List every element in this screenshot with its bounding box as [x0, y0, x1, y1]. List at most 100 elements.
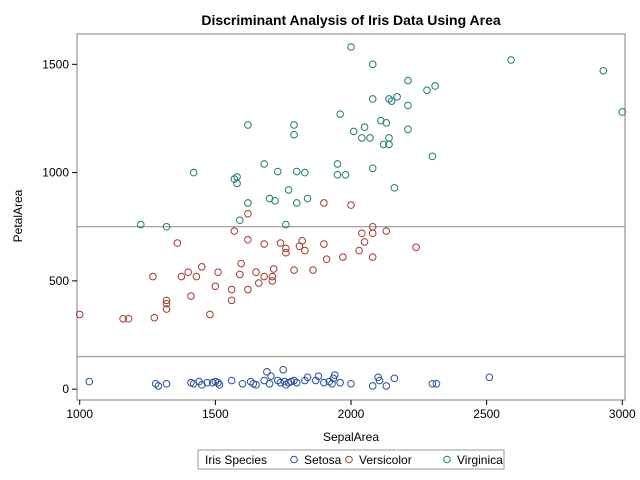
- data-point: [404, 101, 412, 110]
- data-point: [271, 196, 279, 205]
- data-point: [260, 160, 268, 168]
- data-point: [368, 60, 377, 69]
- data-point: [252, 381, 260, 389]
- legend-title: Iris Species: [205, 453, 267, 467]
- data-point: [244, 285, 252, 294]
- series-versicolor: [75, 199, 420, 323]
- data-point: [390, 183, 399, 192]
- data-point: [368, 229, 377, 238]
- data-point: [404, 76, 412, 85]
- data-point: [379, 140, 388, 149]
- data-point: [320, 378, 328, 387]
- data-point: [252, 268, 260, 277]
- data-point: [347, 43, 355, 51]
- series-virginica: [136, 43, 627, 231]
- data-point: [368, 222, 377, 231]
- data-point: [507, 56, 515, 64]
- data-point: [282, 244, 290, 253]
- data-point: [268, 272, 277, 281]
- y-tick-label: 500: [49, 274, 69, 288]
- legend-box: [197, 449, 505, 470]
- data-point: [254, 279, 263, 287]
- data-point: [358, 134, 366, 142]
- data-point: [290, 266, 298, 274]
- data-point: [214, 268, 222, 277]
- data-point: [235, 216, 244, 225]
- data-point: [309, 266, 317, 274]
- data-point: [284, 186, 293, 194]
- data-point: [423, 86, 431, 95]
- data-point: [260, 240, 268, 248]
- data-point: [238, 379, 247, 388]
- data-point: [136, 220, 145, 229]
- data-point: [301, 246, 309, 255]
- data-point: [268, 277, 277, 285]
- data-point: [330, 371, 339, 379]
- data-point: [282, 220, 290, 229]
- data-point: [282, 248, 290, 257]
- data-point: [214, 378, 222, 387]
- legend-marker: [443, 455, 451, 464]
- data-point: [375, 376, 384, 385]
- data-point: [215, 381, 224, 389]
- data-point: [320, 199, 328, 207]
- y-tick-label: 1500: [42, 57, 69, 71]
- data-point: [279, 365, 287, 374]
- data-point: [358, 229, 366, 238]
- data-point: [360, 123, 369, 131]
- data-point: [368, 95, 377, 103]
- data-point: [347, 379, 355, 388]
- data-point: [599, 67, 608, 75]
- x-tick-label: 3000: [609, 407, 636, 421]
- data-point: [244, 121, 252, 129]
- data-point: [428, 379, 437, 388]
- data-point: [177, 272, 186, 281]
- data-point: [485, 373, 494, 382]
- data-point: [206, 310, 214, 319]
- data-point: [233, 173, 241, 181]
- data-point: [263, 368, 271, 376]
- data-point: [355, 246, 363, 255]
- data-point: [390, 374, 399, 383]
- data-point: [290, 130, 298, 139]
- data-point: [360, 238, 369, 246]
- series-setosa: [85, 365, 494, 390]
- data-point: [276, 239, 285, 247]
- data-point: [393, 93, 401, 101]
- legend-marker: [345, 455, 353, 464]
- data-point: [227, 285, 236, 294]
- data-point: [75, 310, 84, 319]
- data-point: [265, 379, 274, 388]
- data-point: [260, 272, 268, 281]
- plot-area: 1000 1500 2000 2500 3000 0 500 1000 1500: [42, 33, 636, 421]
- data-point: [368, 253, 377, 261]
- legend-entry: Versicolor: [359, 453, 412, 467]
- data-point: [269, 265, 278, 273]
- data-point: [320, 240, 328, 248]
- data-point: [292, 378, 301, 387]
- data-point: [314, 372, 323, 380]
- data-point: [162, 379, 171, 388]
- x-tick-label: 2000: [338, 407, 365, 421]
- data-point: [387, 97, 396, 105]
- y-tick-label: 1000: [42, 166, 69, 180]
- data-point: [189, 168, 198, 177]
- data-point: [432, 379, 441, 388]
- data-point: [303, 373, 312, 382]
- data-point: [328, 379, 336, 388]
- data-point: [368, 164, 377, 173]
- data-point: [227, 296, 236, 305]
- data-point: [336, 110, 344, 118]
- data-point: [162, 296, 171, 305]
- data-point: [303, 194, 312, 203]
- data-point: [382, 227, 391, 235]
- data-point: [385, 134, 393, 142]
- data-point: [119, 314, 127, 323]
- data-point: [290, 121, 298, 129]
- data-point: [230, 227, 239, 235]
- data-point: [244, 199, 252, 207]
- data-point: [366, 134, 374, 142]
- data-point: [162, 222, 171, 231]
- data-point: [85, 377, 94, 386]
